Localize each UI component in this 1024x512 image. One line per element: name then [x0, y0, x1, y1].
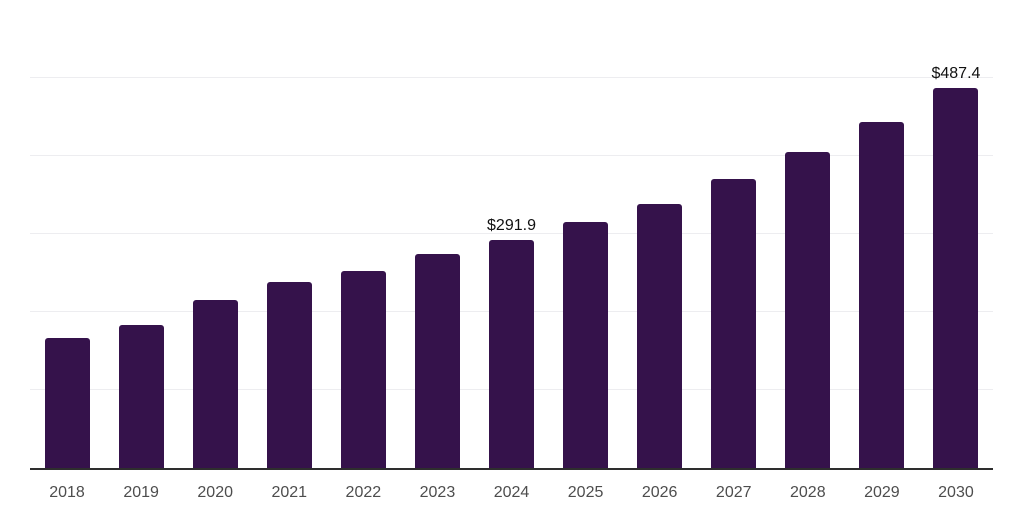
x-tick-label-2022: 2022	[345, 484, 382, 501]
x-tick-label-2028: 2028	[790, 484, 826, 501]
data-label-2030: $487.4	[931, 64, 981, 82]
x-tick-label-2025: 2025	[567, 484, 604, 501]
gridline	[30, 233, 993, 234]
data-label-2024: $291.9	[487, 217, 536, 235]
plot-area: $291.9 $487.4	[30, 0, 993, 470]
bar-2023	[414, 254, 460, 468]
x-tick-label-2020: 2020	[197, 484, 233, 501]
x-tick-label-2030: 2030	[938, 484, 974, 501]
x-tick-label-2021: 2021	[271, 484, 308, 501]
gridline	[30, 155, 993, 156]
gridline	[30, 77, 993, 78]
bar-2025	[563, 221, 609, 468]
bar-2019	[118, 325, 164, 468]
x-tick-label-2026: 2026	[641, 484, 678, 501]
bar-2024	[489, 240, 534, 468]
bar-2021	[266, 281, 312, 468]
x-tick-label-2023: 2023	[419, 484, 456, 501]
x-tick-label-2024: 2024	[493, 484, 530, 501]
bar-2018	[44, 337, 90, 468]
x-tick-label-2018: 2018	[49, 484, 85, 501]
bar-2022	[340, 270, 386, 468]
x-tick-label-2027: 2027	[715, 484, 752, 501]
bar-2028	[785, 152, 831, 468]
bar-2027	[711, 179, 757, 468]
x-axis: 2018 2019 2020 2021 2022 2023 2024 2025 2026 2027…	[30, 470, 993, 510]
bar-2026	[637, 203, 683, 468]
x-tick-label-2029: 2029	[864, 484, 900, 501]
x-tick-label-2019: 2019	[123, 484, 159, 501]
bar-2020	[192, 299, 238, 468]
bar-2030	[933, 87, 979, 468]
bar-2029	[859, 121, 905, 468]
